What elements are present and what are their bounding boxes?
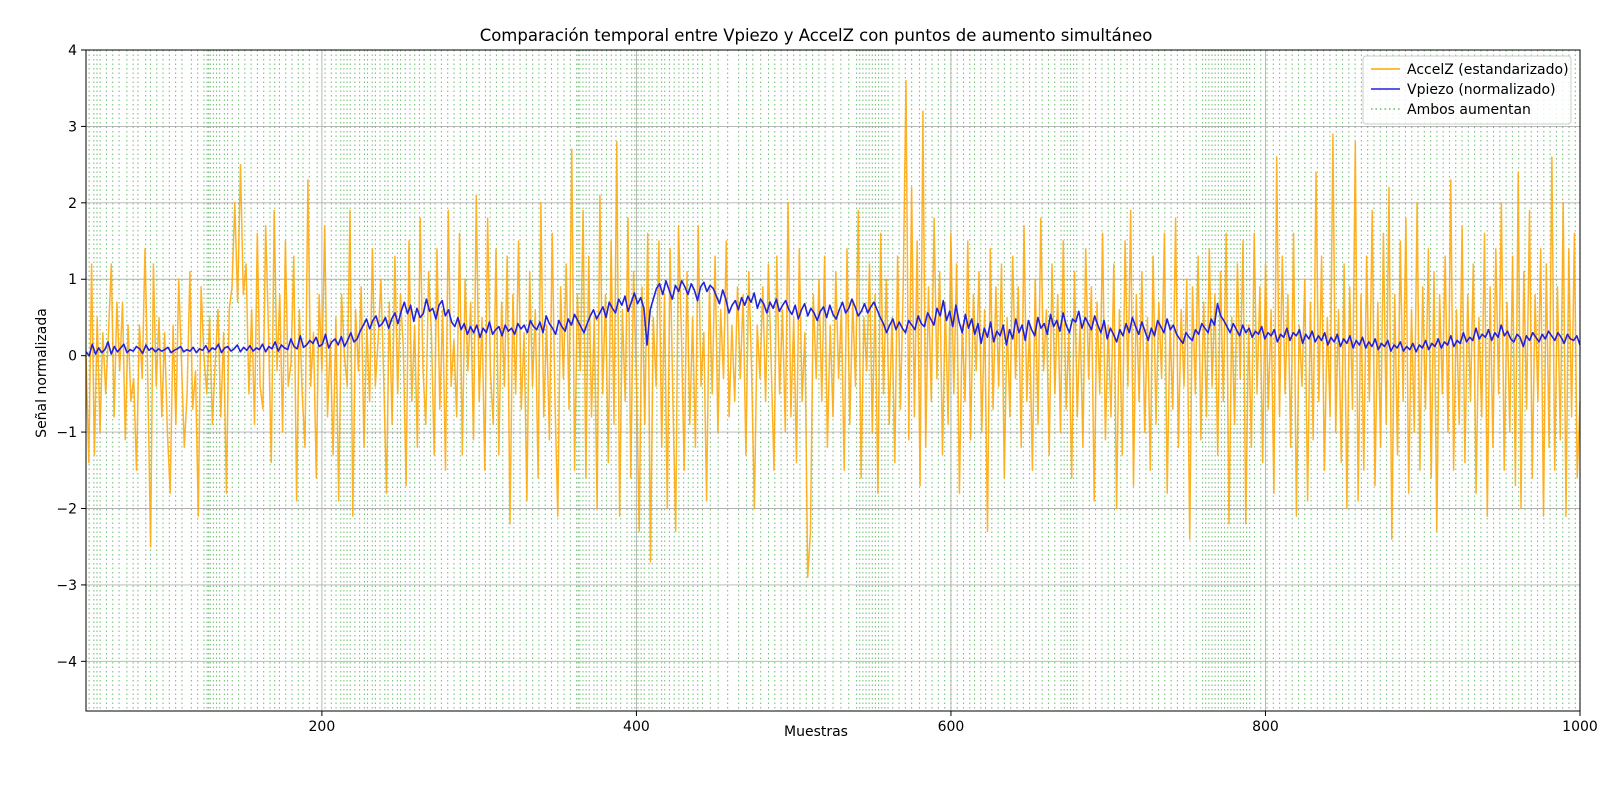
legend-label-accelz: AccelZ (estandarizado): [1407, 62, 1569, 78]
series-line-vpiezo: [85, 279, 1581, 357]
x-tick-label: 400: [623, 719, 650, 735]
y-tick-label: −4: [56, 654, 77, 670]
series-lines: [85, 79, 1581, 579]
plot-frame: [85, 49, 1581, 712]
legend: AccelZ (estandarizado) Vpiezo (normaliza…: [1362, 55, 1572, 125]
y-tick-label: 1: [68, 272, 77, 288]
x-axis-label: Muestras: [784, 724, 848, 740]
legend-label-vpiezo: Vpiezo (normalizado): [1407, 82, 1556, 98]
chart-title: Comparación temporal entre Vpiezo y Acce…: [480, 26, 1153, 45]
x-tick-label: 1000: [1562, 719, 1598, 735]
y-axis-label: Señal normalizada: [34, 308, 50, 438]
y-tick-label: 4: [68, 43, 77, 59]
y-tick-label: −2: [56, 501, 77, 517]
series-line-accelz: [85, 79, 1581, 579]
x-tick-label: 600: [938, 719, 965, 735]
y-tick-label: 0: [68, 349, 77, 365]
legend-label-ambos: Ambos aumentan: [1407, 102, 1531, 118]
x-tick-label: 200: [309, 719, 336, 735]
y-tick-label: 3: [68, 119, 77, 135]
x-tick-label: 800: [1252, 719, 1279, 735]
y-tick-label: 2: [68, 196, 77, 212]
y-tick-label: −3: [56, 578, 77, 594]
legend-box: [1362, 55, 1572, 125]
y-tick-label: −1: [56, 425, 77, 441]
axes: 200 400 600 800 1000 −4 −3 −2 −1 0 1 2 3 4: [56, 43, 1597, 735]
